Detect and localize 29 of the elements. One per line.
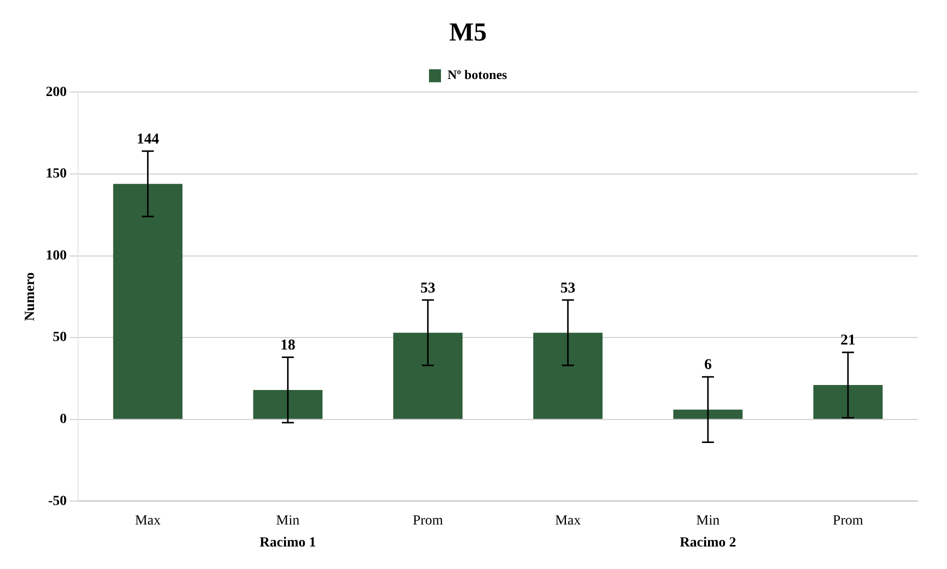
y-tick-label: 100 (46, 248, 67, 264)
x-tick-label: Prom (412, 513, 444, 528)
x-tick-label: Max (555, 513, 581, 528)
bar (813, 385, 883, 419)
data-label: 21 (840, 332, 856, 349)
bar (393, 332, 463, 419)
text: Racimo 2 (680, 536, 736, 551)
x-tick-label: Max (134, 513, 161, 528)
data-label: 6 (704, 357, 712, 374)
text: Racimo 1 (260, 536, 316, 551)
bar (113, 184, 182, 419)
data-label: 18 (280, 338, 296, 354)
y-tick-label: 200 (46, 84, 67, 100)
x-tick-label: Min (696, 513, 720, 528)
bar (533, 332, 603, 419)
y-tick-label: 0 (60, 412, 67, 428)
x-tick-label: Min (276, 513, 300, 528)
chart-title: M5 (449, 17, 487, 46)
data-label: 53 (560, 280, 576, 296)
data-label: 144 (136, 131, 160, 148)
y-tick-label: -50 (48, 494, 67, 509)
bar (673, 410, 743, 419)
x-tick-label: Prom (832, 513, 864, 528)
y-tick-label: 50 (52, 330, 67, 346)
legend-label: Nº botones (447, 67, 508, 82)
y-axis-title: Numero (23, 272, 38, 322)
data-label: 53 (420, 280, 436, 296)
y-tick-label: 150 (46, 166, 67, 182)
bar (253, 390, 323, 419)
